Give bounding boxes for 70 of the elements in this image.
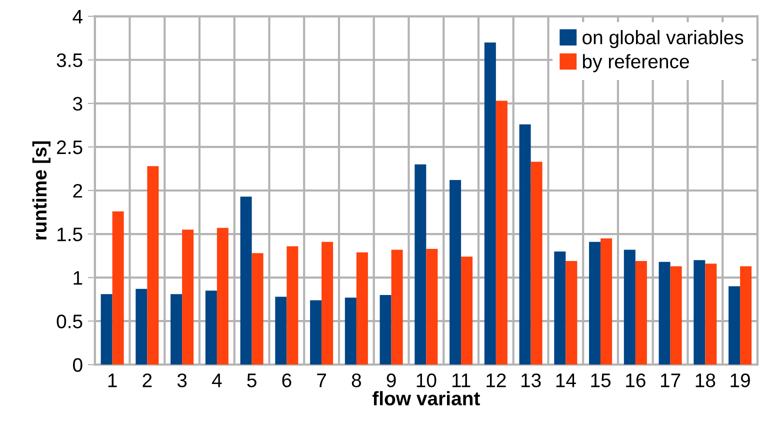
y-tick-label: 3	[73, 96, 82, 111]
x-tick-label: 7	[317, 374, 326, 388]
legend-label: on global variables	[582, 30, 744, 48]
y-tick-label: 2.5	[57, 140, 82, 154]
bar	[344, 298, 356, 365]
y-axis-title: runtime [s]	[32, 141, 50, 240]
x-tick-label: 6	[282, 373, 292, 388]
bar	[496, 100, 508, 365]
x-tick-label: 11	[452, 374, 470, 388]
x-tick-label: 13	[521, 373, 541, 388]
bar	[461, 256, 473, 365]
bar	[589, 242, 601, 365]
bar	[705, 264, 717, 365]
bar	[216, 228, 228, 365]
bar	[380, 294, 392, 365]
bar	[147, 166, 159, 365]
bar	[205, 290, 217, 365]
bar	[112, 211, 124, 365]
x-tick-label: 2	[142, 373, 152, 388]
x-tick-label: 10	[416, 373, 436, 388]
x-tick-label: 19	[730, 373, 750, 388]
bar	[426, 248, 438, 365]
x-tick-label: 12	[486, 373, 506, 388]
bar	[322, 242, 334, 365]
bar	[728, 286, 740, 365]
bar	[635, 261, 647, 365]
x-tick-label: 16	[626, 373, 646, 388]
bar	[286, 246, 298, 365]
x-tick-label: 3	[177, 373, 187, 388]
bar	[566, 261, 578, 365]
x-tick-label: 1	[108, 374, 117, 388]
bar	[182, 230, 194, 365]
y-tick-label: 3.5	[56, 53, 82, 68]
bar	[670, 266, 682, 365]
bar	[484, 42, 496, 365]
bar	[600, 238, 612, 365]
bar	[275, 296, 287, 365]
bar	[310, 300, 322, 365]
bar	[252, 253, 264, 365]
bar	[240, 196, 252, 365]
bar	[100, 294, 112, 365]
x-axis-title: flow variant	[372, 391, 480, 406]
bar	[450, 180, 462, 365]
bar	[740, 266, 752, 365]
y-tick-label: 1	[74, 271, 82, 285]
bar	[530, 162, 542, 365]
y-tick-label: 4	[72, 10, 82, 24]
y-tick-label: 2	[73, 184, 82, 198]
bar	[414, 164, 426, 365]
legend-label: by reference	[582, 54, 689, 72]
x-tick-label: 8	[352, 373, 361, 388]
x-tick-label: 9	[386, 373, 396, 388]
bar	[554, 251, 566, 365]
bar	[391, 250, 403, 365]
x-tick-label: 18	[696, 373, 716, 388]
y-tick-label: 0	[73, 358, 82, 372]
bar	[624, 250, 636, 365]
bar	[136, 288, 148, 365]
bar	[658, 262, 670, 365]
x-tick-label: 14	[556, 374, 576, 388]
bar	[170, 294, 182, 365]
y-tick-label: 1.5	[58, 228, 82, 242]
x-tick-label: 17	[660, 374, 680, 388]
y-tick-label: 0.5	[56, 314, 82, 328]
bar	[694, 260, 706, 365]
x-tick-label: 15	[591, 374, 611, 388]
bar	[519, 124, 531, 365]
bar	[356, 252, 368, 365]
x-tick-label: 4	[212, 374, 222, 388]
x-tick-label: 5	[247, 374, 256, 388]
